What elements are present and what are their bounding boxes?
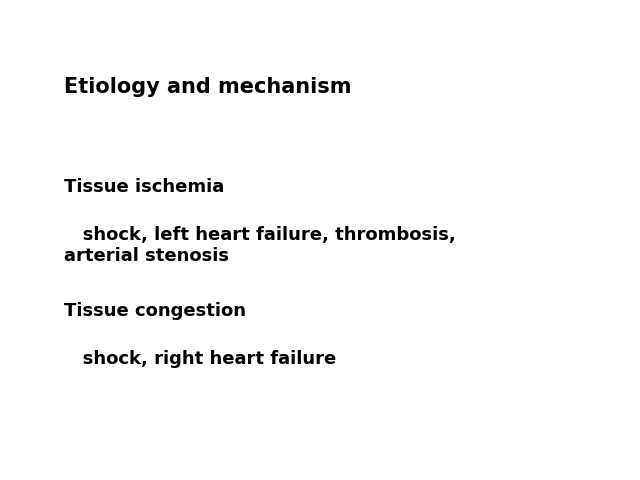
Text: shock, right heart failure: shock, right heart failure bbox=[64, 350, 336, 369]
Text: Tissue ischemia: Tissue ischemia bbox=[64, 178, 224, 196]
Text: shock, left heart failure, thrombosis,
arterial stenosis: shock, left heart failure, thrombosis, a… bbox=[64, 226, 456, 265]
Text: Tissue congestion: Tissue congestion bbox=[64, 302, 246, 321]
Text: Etiology and mechanism: Etiology and mechanism bbox=[64, 77, 351, 97]
